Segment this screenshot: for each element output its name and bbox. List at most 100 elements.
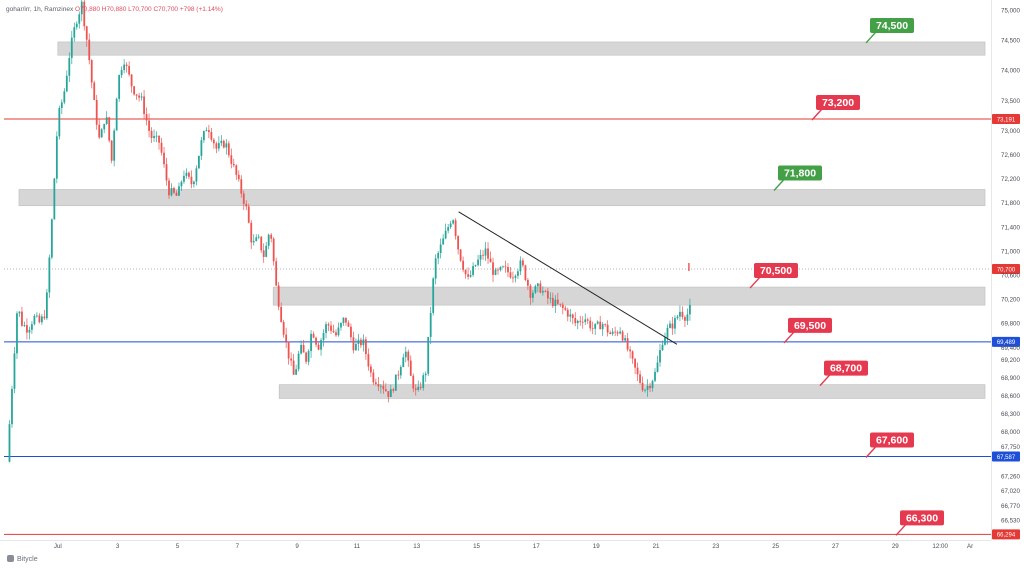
- candle-body: [113, 130, 116, 161]
- candle-body: [73, 27, 76, 38]
- candle-body: [494, 269, 497, 275]
- candle-body: [292, 360, 295, 375]
- level-axis-box: [992, 451, 1020, 462]
- candle-body: [170, 187, 173, 196]
- levels: 73,191 69,489 67,587 66,294 70,700: [4, 113, 1020, 540]
- symbol-header[interactable]: gohar/irr, 1h, Ramzinex O70,880 H70,880 …: [6, 6, 223, 13]
- y-axis[interactable]: 75,000 74,500 74,000 73,500 73,000 72,600 72,2…: [1001, 8, 1020, 525]
- candle-body: [571, 314, 574, 319]
- level-axis-label: 67,587: [997, 455, 1016, 461]
- y-tick-label: 69,200: [1001, 357, 1020, 364]
- candle-body: [297, 353, 300, 370]
- candle-body: [644, 389, 646, 391]
- candle-body: [98, 124, 101, 138]
- candle-body: [529, 285, 532, 298]
- candle-body: [205, 130, 208, 132]
- candle-body: [120, 69, 123, 76]
- y-tick-label: 66,770: [1001, 503, 1020, 510]
- candle-body: [350, 326, 352, 338]
- x-axis-border: [0, 540, 991, 541]
- candle-body: [65, 75, 68, 92]
- candle-body: [330, 325, 332, 331]
- candle-body: [322, 332, 325, 341]
- candle-body: [624, 338, 627, 341]
- candle-body: [83, 1, 86, 27]
- candle-body: [551, 297, 554, 306]
- trendline[interactable]: [458, 211, 678, 345]
- support-resistance-zone: [278, 384, 986, 399]
- candle-body: [561, 304, 564, 309]
- candle-body: [267, 234, 270, 246]
- candle-body: [93, 82, 96, 101]
- candle-body: [651, 380, 654, 389]
- candle-body: [245, 204, 248, 207]
- candle-body: [614, 331, 617, 333]
- candle-body: [240, 179, 243, 194]
- candle-body: [302, 344, 305, 353]
- candle-body: [666, 327, 669, 338]
- ohlc-change: +798 (+1.14%): [179, 6, 223, 13]
- current-price-axis-label: 70,700: [997, 267, 1016, 273]
- level-axis-box: [992, 336, 1020, 347]
- candle-body: [347, 322, 350, 327]
- candle-body: [215, 143, 218, 149]
- brand-watermark: Bitycle: [7, 555, 38, 563]
- candle-body: [646, 385, 649, 390]
- candle-body: [270, 234, 273, 239]
- candle-body: [512, 277, 514, 279]
- candle-body: [255, 237, 258, 241]
- x-tick-label: Jul: [54, 543, 62, 550]
- candle-body: [217, 143, 220, 149]
- x-axis[interactable]: Jul 3 5 7 9 11 13 15 17 19 21 23 25 27 29 12:00 Ar: [54, 543, 973, 550]
- zones: [18, 41, 986, 399]
- x-tick-label: 21: [653, 543, 660, 550]
- y-tick-label: 73,000: [1001, 128, 1020, 135]
- candle-body: [11, 388, 13, 425]
- candle-body: [384, 389, 387, 392]
- candle-body: [8, 424, 11, 462]
- candle-body: [639, 374, 641, 383]
- candle-body: [609, 332, 612, 335]
- candle-body: [554, 299, 557, 306]
- candle-body: [365, 339, 367, 355]
- x-tick-label: 11: [354, 543, 361, 550]
- y-tick-label: 74,000: [1001, 68, 1020, 75]
- x-tick-label: 3: [116, 543, 120, 550]
- x-tick-label: 15: [473, 543, 480, 550]
- candle-body: [232, 163, 235, 166]
- candle-body: [429, 312, 432, 337]
- candle-body: [539, 283, 542, 293]
- candle-body: [230, 155, 233, 164]
- candle-body: [95, 100, 98, 125]
- candle-body: [235, 165, 238, 175]
- candle-body: [123, 64, 126, 70]
- candle-body: [484, 248, 487, 256]
- candle-body: [392, 389, 395, 391]
- candle-body: [536, 283, 539, 287]
- candle-body: [135, 94, 138, 96]
- callout-box: [824, 360, 868, 376]
- candle-body: [549, 297, 552, 299]
- candle-body: [210, 132, 213, 140]
- candle-body: [439, 244, 442, 254]
- y-tick-label: 67,260: [1001, 474, 1020, 481]
- y-tick-label: 74,500: [1001, 38, 1020, 45]
- trendline-group[interactable]: [458, 211, 678, 345]
- y-tick-label: 66,530: [1001, 518, 1020, 525]
- candle-body: [631, 351, 634, 359]
- callout-pointer: [811, 108, 823, 121]
- candle-body: [158, 135, 160, 143]
- candle-body: [659, 350, 661, 363]
- candle-body: [574, 318, 577, 324]
- candle-body: [250, 222, 253, 243]
- brand-logo-icon: [7, 555, 14, 562]
- candle-body: [68, 57, 71, 76]
- candle-body: [676, 316, 679, 319]
- candle-body: [260, 236, 263, 251]
- candle-body: [312, 333, 315, 338]
- candle-body: [492, 262, 494, 275]
- callout-pointer: [865, 445, 877, 458]
- candle-body: [424, 373, 427, 376]
- candle-body: [342, 317, 345, 324]
